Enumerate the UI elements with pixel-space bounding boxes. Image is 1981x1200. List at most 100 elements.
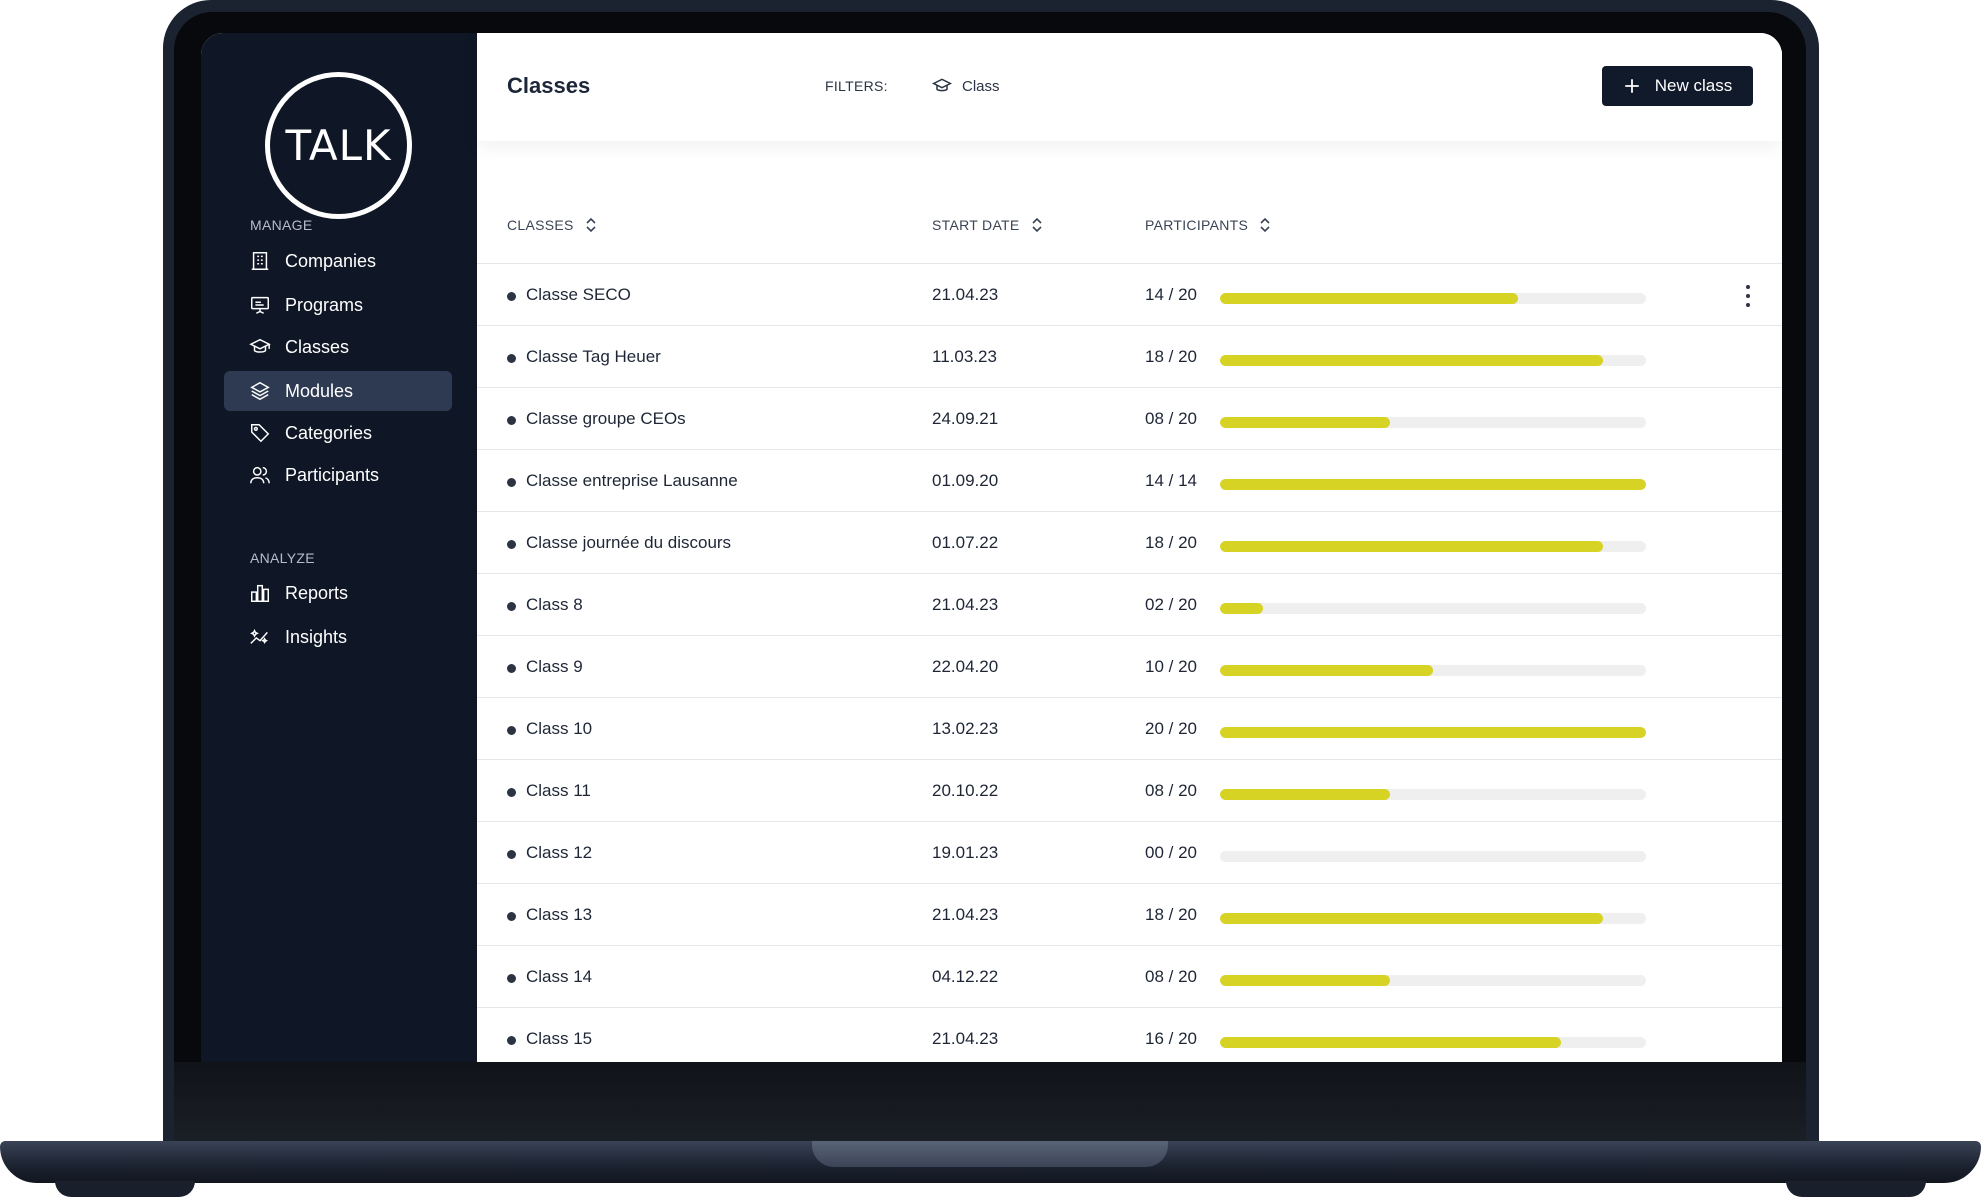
sidebar-item-modules[interactable]: Modules: [224, 371, 452, 411]
participants-count: 08 / 20: [1145, 781, 1197, 800]
status-dot: [507, 912, 516, 921]
participants-progress-bar: [1220, 975, 1646, 986]
table-row[interactable]: Class 11 20.10.22 08 / 20: [477, 760, 1782, 822]
status-dot: [507, 850, 516, 859]
column-header-start-date[interactable]: START DATE: [932, 216, 1044, 234]
progress-fill: [1220, 665, 1433, 676]
class-name: Class 9: [526, 657, 583, 676]
table-row[interactable]: Class 10 13.02.23 20 / 20: [477, 698, 1782, 760]
table-row[interactable]: Classe groupe CEOs 24.09.21 08 / 20: [477, 388, 1782, 450]
class-name: Classe groupe CEOs: [526, 409, 686, 428]
start-date: 13.02.23: [932, 719, 999, 738]
status-dot: [507, 664, 516, 673]
status-dot: [507, 1036, 516, 1045]
sort-icon: [1260, 217, 1270, 233]
progress-fill: [1220, 541, 1604, 552]
table-row[interactable]: Class 8 21.04.23 02 / 20: [477, 574, 1782, 636]
talk-logo[interactable]: TALK: [265, 72, 412, 219]
page-title: Classes: [507, 73, 591, 98]
sidebar-item-insights[interactable]: Insights: [224, 617, 452, 657]
column-header-classes[interactable]: CLASSES: [507, 216, 598, 234]
table-row[interactable]: Class 9 22.04.20 10 / 20: [477, 636, 1782, 698]
sidebar-item-participants[interactable]: Participants: [224, 455, 452, 495]
progress-fill: [1220, 293, 1519, 304]
participants-progress-bar: [1220, 417, 1646, 428]
participants-progress-bar: [1220, 1037, 1646, 1048]
class-name: Class 13: [526, 905, 593, 924]
start-date: 22.04.20: [932, 657, 999, 676]
participants-count: 02 / 20: [1145, 595, 1197, 614]
progress-fill: [1220, 1037, 1561, 1048]
sidebar-item-companies[interactable]: Companies: [224, 241, 452, 281]
tag-icon: [251, 424, 270, 443]
table-row[interactable]: Class 12 19.01.23 00 / 20: [477, 822, 1782, 884]
participants-count: 10 / 20: [1145, 657, 1197, 676]
sidebar-item-label: Programs: [285, 294, 364, 315]
start-date: 21.04.23: [932, 1029, 999, 1048]
more-dot: [1746, 293, 1750, 298]
participants-progress-bar: [1220, 355, 1646, 366]
progress-fill: [1220, 417, 1391, 428]
progress-fill: [1220, 913, 1604, 924]
table-row[interactable]: Classe journée du discours 01.07.22 18 / 2…: [477, 512, 1782, 574]
status-dot: [507, 292, 516, 301]
class-name: Class 11: [526, 781, 591, 800]
class-name: Class 10: [526, 719, 593, 738]
class-name: Classe SECO: [526, 285, 631, 304]
column-header-participants[interactable]: PARTICIPANTS: [1145, 216, 1272, 234]
sidebar-item-classes[interactable]: Classes: [224, 327, 452, 367]
laptop-foot: [1786, 1181, 1926, 1197]
status-dot: [507, 974, 516, 983]
table-row[interactable]: Classe SECO 21.04.23 14 / 20: [477, 264, 1782, 326]
table-row[interactable]: Class 13 21.04.23 18 / 20: [477, 884, 1782, 946]
status-dot: [507, 726, 516, 735]
users-icon: [250, 466, 270, 484]
app-screen: TALK MANAGE Companies Programs Classes M…: [201, 33, 1782, 1062]
participants-count: 20 / 20: [1145, 719, 1197, 738]
participants-count: 08 / 20: [1145, 409, 1197, 428]
section-analyze: ANALYZE: [250, 550, 315, 566]
class-name: Class 14: [526, 967, 593, 986]
sidebar-item-label: Categories: [285, 422, 373, 443]
sidebar-item-label: Reports: [285, 582, 349, 603]
table-row[interactable]: Classe Tag Heuer 11.03.23 18 / 20: [477, 326, 1782, 388]
filter-class[interactable]: Class: [932, 73, 1000, 99]
participants-progress-bar: [1220, 479, 1646, 490]
participants-progress-bar: [1220, 913, 1646, 924]
filter-chip-label: Class: [962, 77, 1000, 95]
logo-text: TALK: [285, 121, 392, 170]
progress-fill: [1220, 789, 1391, 800]
layers-icon: [250, 381, 270, 401]
start-date: 21.04.23: [932, 905, 999, 924]
new-class-button[interactable]: New class: [1602, 66, 1753, 106]
status-dot: [507, 478, 516, 487]
graduation-cap-icon: [932, 78, 952, 92]
plus-icon: [1625, 79, 1639, 93]
more-options-icon[interactable]: [1737, 283, 1759, 309]
column-label: START DATE: [932, 217, 1020, 233]
bar-chart-icon: [251, 584, 269, 602]
graduation-cap-icon: [249, 338, 271, 353]
status-dot: [507, 540, 516, 549]
participants-progress-bar: [1220, 541, 1646, 552]
participants-count: 18 / 20: [1145, 347, 1197, 366]
table-row[interactable]: Classe entreprise Lausanne 01.09.20 14 / 1…: [477, 450, 1782, 512]
sidebar-item-categories[interactable]: Categories: [224, 413, 452, 453]
start-date: 21.04.23: [932, 285, 999, 304]
class-name: Classe journée du discours: [526, 533, 732, 552]
class-name: Classe entreprise Lausanne: [526, 471, 738, 490]
sort-icon: [586, 217, 596, 233]
sidebar-item-programs[interactable]: Programs: [224, 285, 452, 325]
top-bar: Classes FILTERS: Class New class: [477, 33, 1782, 141]
column-label: PARTICIPANTS: [1145, 217, 1249, 233]
more-dot: [1746, 302, 1750, 307]
table-row[interactable]: Class 15 21.04.23 16 / 20: [477, 1008, 1782, 1062]
participants-count: 14 / 20: [1145, 285, 1197, 304]
sidebar-item-reports[interactable]: Reports: [224, 573, 452, 613]
participants-count: 16 / 20: [1145, 1029, 1197, 1048]
progress-fill: [1220, 975, 1391, 986]
participants-count: 08 / 20: [1145, 967, 1197, 986]
class-name: Class 8: [526, 595, 583, 614]
table-row[interactable]: Class 14 04.12.22 08 / 20: [477, 946, 1782, 1008]
sidebar-item-label: Modules: [285, 380, 354, 401]
